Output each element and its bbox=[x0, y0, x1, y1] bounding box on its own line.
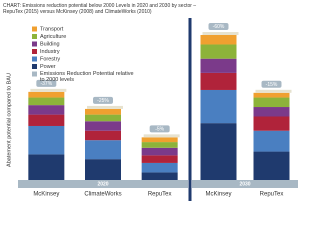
bar-segment bbox=[253, 107, 290, 117]
legend-label: Forestry bbox=[40, 56, 60, 62]
bar-segment bbox=[253, 92, 290, 98]
bar-segment bbox=[200, 89, 237, 124]
legend-swatch bbox=[32, 56, 37, 62]
reduction-label: -15% bbox=[266, 82, 278, 88]
legend-swatch bbox=[32, 26, 37, 32]
legend-label: Transport bbox=[40, 26, 64, 32]
group-label: 2020 bbox=[97, 182, 108, 188]
bar-shadow bbox=[143, 134, 180, 138]
x-tick-label: McKinsey bbox=[33, 192, 59, 198]
bar-shadow bbox=[202, 32, 239, 35]
x-tick-label: RepuTex bbox=[148, 192, 172, 198]
bar-segment bbox=[28, 125, 65, 155]
bar-segment bbox=[28, 105, 65, 115]
bar-segment bbox=[141, 147, 178, 156]
bar-segment bbox=[253, 130, 290, 152]
bar-shadow bbox=[30, 88, 67, 92]
reduction-label: -25% bbox=[97, 98, 109, 104]
x-tick-label: ClimateWorks bbox=[84, 192, 121, 198]
group-strip bbox=[18, 180, 188, 188]
bar-segment bbox=[141, 155, 178, 163]
legend-label: Industry bbox=[40, 49, 60, 55]
reduction-label: -37% bbox=[40, 81, 52, 87]
legend-swatch bbox=[32, 64, 37, 69]
legend-label: Power bbox=[40, 64, 56, 70]
bar-segment bbox=[85, 121, 121, 131]
reduction-box bbox=[208, 23, 229, 30]
bar-segment bbox=[141, 142, 178, 148]
bar-segment bbox=[200, 58, 237, 73]
reduction-box bbox=[261, 80, 282, 88]
bar-segment bbox=[85, 140, 121, 160]
bar-segment bbox=[85, 108, 121, 115]
legend-label: Building bbox=[40, 41, 60, 47]
bar-segment bbox=[28, 114, 65, 126]
bar-segment bbox=[85, 114, 121, 122]
bar-segment bbox=[253, 151, 290, 180]
legend-label: Agriculture bbox=[40, 34, 66, 40]
x-tick-label: McKinsey bbox=[205, 192, 231, 198]
bar-segment bbox=[28, 91, 65, 98]
panel-separator bbox=[188, 18, 192, 201]
reduction-label: -60% bbox=[213, 24, 225, 30]
legend-swatch bbox=[32, 49, 37, 54]
reduction-label: -5% bbox=[155, 126, 164, 132]
bar-segment bbox=[28, 154, 65, 180]
bar-segment bbox=[200, 72, 237, 90]
group-label: 2030 bbox=[239, 182, 250, 188]
reduction-box bbox=[93, 96, 113, 104]
bar-segment bbox=[200, 123, 237, 180]
bar-segment bbox=[85, 159, 121, 180]
bar-shadow bbox=[255, 89, 292, 93]
bar-segment bbox=[141, 137, 178, 143]
legend-swatch bbox=[32, 71, 37, 77]
reduction-box bbox=[36, 79, 57, 87]
bar-segment bbox=[200, 44, 237, 59]
x-tick-label: RepuTex bbox=[260, 192, 284, 198]
bar-segment bbox=[253, 116, 290, 131]
y-axis-label: Abatement potential compared to BAU bbox=[6, 73, 12, 167]
bar-segment bbox=[141, 162, 178, 173]
group-strip bbox=[192, 180, 298, 188]
legend-swatch bbox=[32, 41, 37, 47]
bar-shadow bbox=[87, 105, 123, 109]
bar-segment bbox=[141, 172, 178, 180]
legend-swatch bbox=[32, 34, 37, 39]
bar-segment bbox=[28, 97, 65, 106]
chart-title: CHART: Emissions reduction potential bel… bbox=[3, 3, 196, 15]
bar-segment bbox=[253, 97, 290, 108]
chart: CHART: Emissions reduction potential bel… bbox=[3, 3, 298, 201]
reduction-box bbox=[149, 125, 170, 133]
bar-segment bbox=[85, 130, 121, 141]
legend-label: Emissions Reduction Potential relative to… bbox=[40, 71, 134, 83]
bar-segment bbox=[200, 35, 237, 45]
